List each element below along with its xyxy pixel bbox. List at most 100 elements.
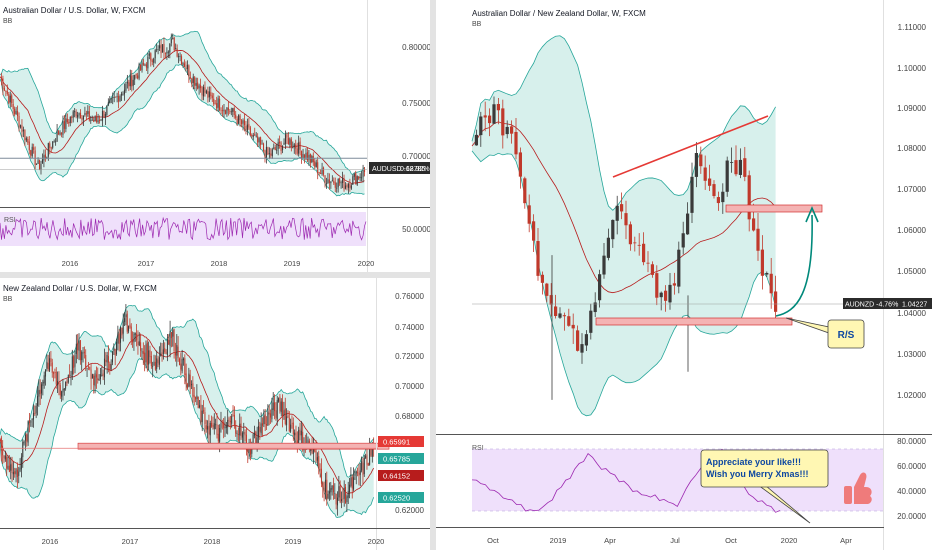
audusd-candle bbox=[274, 147, 276, 151]
audusd-candle bbox=[279, 141, 281, 144]
audusd-candle bbox=[122, 93, 124, 95]
audusd-badge-label: AUDUSD -12.92% bbox=[372, 166, 430, 173]
nzdusd-candle bbox=[274, 402, 276, 412]
pane-divider-vertical[interactable] bbox=[430, 0, 436, 550]
audusd-candle bbox=[336, 187, 338, 189]
audusd-candle bbox=[110, 98, 112, 100]
nzdusd-candle bbox=[264, 414, 266, 425]
audnzd-candle bbox=[633, 242, 637, 244]
nzdusd-candle bbox=[22, 442, 24, 458]
audusd-candle bbox=[119, 95, 121, 101]
audusd-candle bbox=[126, 81, 128, 84]
audusd-candle bbox=[175, 48, 177, 50]
audnzd-y-tick: 1.04000 bbox=[897, 309, 926, 318]
audusd-candle bbox=[85, 113, 87, 115]
nzdusd-candle bbox=[271, 408, 273, 420]
audusd-candle bbox=[271, 149, 273, 157]
audnzd-rsi-tick: 20.0000 bbox=[897, 512, 926, 521]
audusd-candle bbox=[191, 78, 193, 84]
audnzd-badge-bg bbox=[843, 298, 932, 309]
nzdusd-candle bbox=[361, 461, 363, 471]
nzdusd-candle bbox=[197, 396, 199, 409]
audusd-chart-pane[interactable]: Australian Dollar / U.S. Dollar, W, FXCM… bbox=[0, 0, 430, 272]
nzdusd-candle bbox=[94, 372, 96, 387]
nzdusd-candle bbox=[205, 425, 207, 430]
audusd-candle bbox=[255, 135, 257, 137]
nzdusd-candle bbox=[337, 497, 338, 506]
audusd-candle bbox=[270, 153, 272, 156]
audusd-candle bbox=[160, 44, 162, 54]
audusd-candle bbox=[241, 120, 243, 125]
audusd-candle bbox=[339, 178, 341, 184]
audusd-candle bbox=[214, 103, 216, 105]
nzdusd-candle bbox=[326, 479, 328, 500]
nzdusd-candle bbox=[331, 485, 333, 490]
audusd-candle bbox=[49, 143, 51, 148]
nzdusd-candle bbox=[98, 378, 100, 381]
nzdusd-candle bbox=[107, 356, 109, 363]
audnzd-bb-lower bbox=[471, 150, 776, 417]
audusd-candle bbox=[195, 83, 197, 86]
audusd-candle bbox=[125, 84, 127, 91]
nzdusd-candle bbox=[67, 375, 69, 383]
nzdusd-candle bbox=[78, 341, 80, 351]
audusd-candle bbox=[273, 147, 275, 149]
audusd-candle bbox=[276, 149, 278, 151]
audnzd-y-tick: 1.10000 bbox=[897, 64, 926, 73]
nzdusd-candle bbox=[16, 469, 18, 477]
nzdusd-candle bbox=[270, 413, 272, 418]
audusd-candle bbox=[267, 147, 269, 155]
nzdusd-candle bbox=[149, 349, 151, 358]
audusd-candle bbox=[128, 82, 130, 87]
audnzd-month-label: Apr bbox=[840, 536, 852, 545]
audusd-candle bbox=[242, 120, 244, 124]
nzdusd-candle bbox=[354, 473, 356, 476]
audusd-candle bbox=[331, 180, 333, 182]
nzdusd-candle bbox=[35, 405, 37, 414]
audusd-candle bbox=[142, 63, 145, 65]
audnzd-candle bbox=[664, 290, 668, 301]
nzdusd-candle bbox=[14, 471, 16, 474]
nzdusd-candle bbox=[118, 333, 120, 344]
nzdusd-candle bbox=[256, 437, 258, 446]
nzdusd-candle bbox=[142, 351, 144, 354]
nzdusd-candle bbox=[207, 426, 209, 430]
audnzd-candle bbox=[593, 302, 597, 313]
nzdusd-candle bbox=[363, 457, 365, 474]
nzdusd-candle bbox=[350, 477, 352, 486]
audusd-title: Australian Dollar / U.S. Dollar, W, FXCM bbox=[3, 6, 146, 15]
nzdusd-candle bbox=[102, 373, 104, 376]
nzdusd-candle bbox=[85, 354, 87, 368]
nzdusd-candle bbox=[353, 477, 355, 490]
nzdusd-candle bbox=[235, 425, 237, 434]
audnzd-rsi-axis: 80.0000 60.0000 40.0000 20.0000 bbox=[897, 437, 926, 521]
audusd-candle bbox=[321, 168, 323, 175]
audusd-candle bbox=[147, 56, 149, 69]
audnzd-candle bbox=[708, 178, 712, 186]
pane-divider-horizontal[interactable] bbox=[0, 272, 430, 278]
nzdusd-candle bbox=[275, 410, 277, 418]
audnzd-candle bbox=[672, 283, 676, 286]
audusd-candle bbox=[34, 150, 36, 165]
audnzd-chart-pane[interactable]: Australian Dollar / New Zealand Dollar, … bbox=[436, 0, 932, 550]
audusd-candle bbox=[15, 110, 17, 115]
nzdusd-candle bbox=[209, 422, 211, 436]
nzdusd-candle bbox=[320, 468, 322, 484]
nzdusd-candle bbox=[259, 427, 261, 432]
nzdusd-candle bbox=[229, 420, 231, 423]
nzdusd-candle bbox=[156, 358, 158, 369]
nzdusd-chart-pane[interactable]: New Zealand Dollar / U.S. Dollar, W, FXC… bbox=[0, 278, 430, 550]
audusd-candle bbox=[312, 156, 314, 163]
nzdusd-candle bbox=[34, 413, 36, 415]
audusd-candle bbox=[210, 92, 212, 97]
audusd-candle bbox=[224, 110, 227, 115]
audusd-candle bbox=[141, 62, 143, 71]
audusd-candle bbox=[88, 111, 90, 121]
audnzd-rsi-tick: 80.0000 bbox=[897, 437, 926, 446]
audusd-candle bbox=[347, 183, 349, 189]
audnzd-candle bbox=[562, 315, 566, 317]
nzdusd-candle bbox=[339, 485, 341, 503]
audnzd-candle bbox=[738, 159, 742, 175]
audusd-candle bbox=[173, 37, 175, 51]
audusd-candle bbox=[223, 109, 225, 112]
